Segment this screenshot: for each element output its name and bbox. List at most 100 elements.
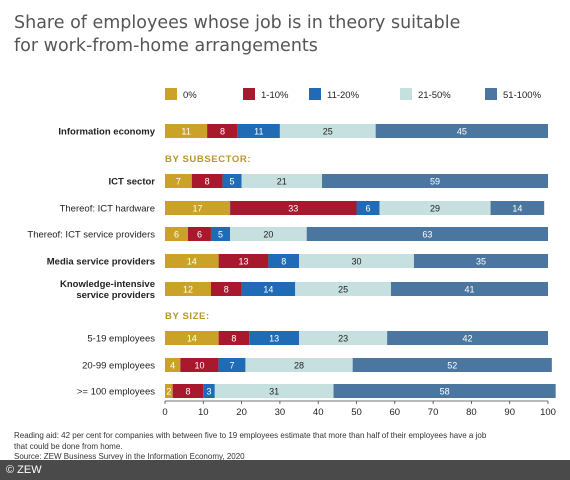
category-label-3-0: Thereof: ICT hardware: [60, 204, 155, 215]
data-label-4-0: 6: [174, 229, 179, 239]
category-label-2-0: ICT sector: [109, 177, 156, 188]
legend-swatch-4: [485, 88, 497, 100]
bar-segment-8-0: [165, 331, 219, 345]
data-label-8-0: 14: [187, 333, 197, 343]
bar-segment-3-2: [356, 201, 380, 215]
bar-segment-0-3: [279, 124, 376, 138]
legend-label-4: 51-100%: [503, 90, 542, 101]
data-label-4-3: 20: [263, 229, 273, 239]
data-label-5-1: 13: [239, 256, 249, 266]
category-label-4-0: Thereof: ICT service providers: [27, 230, 155, 241]
data-label-8-3: 23: [338, 333, 348, 343]
bar-segment-8-4: [387, 331, 548, 345]
data-label-10-0: 2: [166, 386, 171, 396]
bar-segment-3-4: [490, 201, 545, 215]
data-label-9-3: 28: [294, 360, 304, 370]
bar-segment-8-1: [218, 331, 250, 345]
data-label-0-4: 45: [457, 126, 467, 136]
data-label-0-1: 8: [220, 126, 225, 136]
bar-segment-5-0: [165, 254, 219, 268]
data-label-10-2: 3: [207, 386, 212, 396]
bar-segment-3-0: [165, 201, 231, 215]
chart-title: Share of employees whose job is in theor…: [14, 12, 534, 58]
bar-segment-4-1: [187, 227, 211, 241]
x-tick-label-9: 90: [504, 407, 515, 418]
data-label-6-1: 8: [224, 284, 229, 294]
bar-segment-6-4: [390, 282, 548, 296]
bar-segment-5-1: [218, 254, 269, 268]
bar-segment-9-4: [352, 358, 552, 372]
bar-segment-4-4: [306, 227, 548, 241]
data-label-9-0: 4: [170, 360, 175, 370]
category-label-6-1: service providers: [76, 290, 155, 301]
data-label-0-2: 11: [254, 126, 263, 136]
bar-segment-2-4: [322, 174, 548, 188]
legend-swatch-1: [243, 88, 255, 100]
copyright-text: © ZEW: [6, 464, 42, 476]
bar-segment-6-1: [210, 282, 242, 296]
data-label-8-1: 8: [231, 333, 236, 343]
data-label-4-2: 5: [218, 229, 223, 239]
x-tick-label-3: 30: [275, 407, 286, 418]
source-note: Source: ZEW Business Survey in the Infor…: [14, 452, 245, 461]
category-label-6-0: Knowledge-intensive: [60, 279, 155, 290]
x-tick-label-0: 0: [162, 407, 167, 418]
data-label-6-4: 41: [464, 284, 474, 294]
reading-aid-line-1: Reading aid: 42 per cent for companies w…: [14, 431, 487, 440]
legend-swatch-0: [165, 88, 177, 100]
x-tick-label-2: 20: [236, 407, 247, 418]
bar-segment-0-4: [375, 124, 548, 138]
data-label-5-4: 35: [476, 256, 486, 266]
data-label-8-4: 42: [463, 333, 473, 343]
data-label-5-2: 8: [281, 256, 286, 266]
data-label-5-3: 30: [351, 256, 361, 266]
chart-title-line-1: Share of employees whose job is in theor…: [14, 13, 461, 33]
x-tick-label-5: 50: [351, 407, 362, 418]
bar-segment-4-0: [165, 227, 188, 241]
data-label-4-1: 6: [197, 229, 202, 239]
x-tick-label-4: 40: [313, 407, 324, 418]
data-label-2-3: 21: [277, 176, 287, 186]
bar-segment-0-0: [165, 124, 208, 138]
legend-label-3: 21-50%: [418, 90, 451, 101]
bar-segment-10-1: [172, 384, 204, 398]
copyright-footer: © ZEW: [0, 460, 570, 480]
bar-segment-2-0: [165, 174, 192, 188]
data-label-6-2: 14: [263, 284, 273, 294]
bar-segment-5-2: [268, 254, 300, 268]
data-label-3-4: 14: [512, 203, 522, 213]
bar-segment-9-2: [218, 358, 246, 372]
data-label-10-3: 31: [269, 386, 279, 396]
category-label-10-0: >= 100 employees: [77, 387, 155, 398]
data-label-9-1: 10: [194, 360, 204, 370]
data-label-6-0: 12: [183, 284, 193, 294]
legend-swatch-3: [400, 88, 412, 100]
stacked-bar-chart: 0% 1-10% 11-20% 21-50% 51-100% Information ec…: [27, 88, 556, 418]
bar-segment-6-3: [295, 282, 391, 296]
bar-segment-10-3: [214, 384, 334, 398]
bar-segment-9-0: [165, 358, 181, 372]
bar-segment-5-3: [299, 254, 414, 268]
data-label-5-0: 14: [187, 256, 197, 266]
chart-title-line-2: for work-from-home arrangements: [14, 36, 318, 56]
bar-segment-4-3: [230, 227, 307, 241]
bar-segment-3-1: [230, 201, 357, 215]
bar-segment-4-2: [210, 227, 231, 241]
data-label-9-4: 52: [447, 360, 457, 370]
reading-aid-line-2: that could be done from home.: [14, 441, 123, 451]
bar-segment-10-4: [333, 384, 556, 398]
legend-label-1: 1-10%: [261, 90, 289, 101]
data-label-4-4: 63: [422, 229, 432, 239]
data-label-3-1: 33: [288, 203, 298, 213]
data-label-3-3: 29: [430, 203, 440, 213]
bar-segment-0-2: [237, 124, 280, 138]
section-heading-7: BY SIZE:: [165, 311, 210, 322]
data-label-9-2: 7: [230, 360, 235, 370]
data-label-6-3: 25: [338, 284, 348, 294]
bar-segment-0-1: [207, 124, 238, 138]
data-label-10-4: 58: [440, 386, 450, 396]
chart-notes: Reading aid: 42 per cent for companies w…: [14, 431, 564, 463]
x-tick-label-8: 80: [466, 407, 477, 418]
data-label-3-2: 6: [365, 203, 370, 213]
data-label-2-4: 59: [430, 176, 440, 186]
